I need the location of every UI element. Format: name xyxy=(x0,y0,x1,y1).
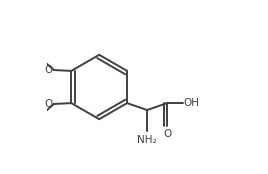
Text: NH₂: NH₂ xyxy=(137,135,157,145)
Text: O: O xyxy=(163,129,171,139)
Text: O: O xyxy=(45,65,53,75)
Text: OH: OH xyxy=(184,98,200,108)
Text: O: O xyxy=(45,99,53,109)
